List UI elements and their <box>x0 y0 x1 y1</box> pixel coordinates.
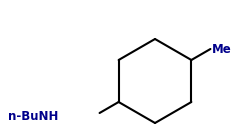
Text: n-BuNH: n-BuNH <box>8 111 58 124</box>
Text: Me: Me <box>210 43 230 55</box>
